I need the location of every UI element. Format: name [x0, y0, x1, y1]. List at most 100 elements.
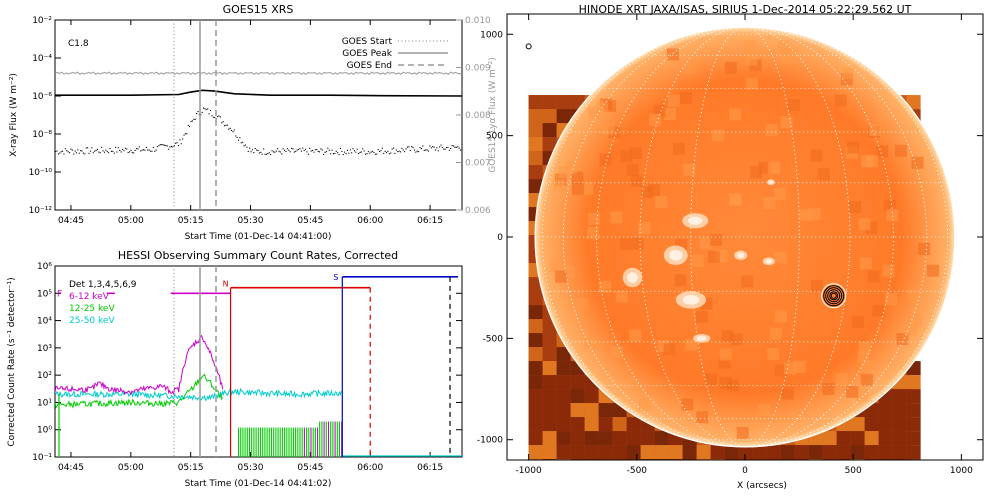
goes-short-point [341, 150, 343, 152]
goes-short-point [203, 107, 205, 109]
goes-short-point [159, 144, 161, 146]
xrt-disk-cell [780, 116, 793, 129]
hessi-y-tick-label: 10⁰ [37, 426, 52, 436]
goes-short-point [263, 148, 265, 150]
goes-short-point [110, 150, 112, 152]
goes-short-point [225, 124, 227, 126]
xrt-offlimb-cell [528, 389, 543, 404]
xrt-disk-cell [630, 174, 643, 187]
goes-short-point [337, 152, 339, 154]
goes-short-point [191, 120, 193, 122]
goes-short-point [390, 152, 392, 154]
xrt-disk-cell [719, 348, 732, 361]
xrt-disk-cell [615, 290, 628, 303]
hessi-x-tick-label: 05:00 [118, 463, 144, 473]
goes-short-point [256, 149, 258, 151]
xrt-offlimb-cell [864, 459, 879, 460]
xrt-offlimb-cell [556, 417, 571, 432]
xrt-disk-cell [683, 61, 696, 74]
goes-short-point [143, 149, 145, 151]
goes-legend: GOES Start GOES Peak GOES End [342, 37, 448, 71]
goes-short-point [317, 150, 319, 152]
xrt-disk-cell [781, 387, 794, 400]
goes-short-point [379, 150, 381, 152]
goes-short-point [279, 151, 281, 153]
goes-short-point [349, 149, 351, 151]
goes-short-point [374, 153, 376, 155]
xrt-offlimb-cell [528, 95, 543, 110]
goes-short-point [62, 150, 64, 152]
map-y-tick-label: -1000 [477, 436, 503, 446]
xrt-offlimb-cell [892, 445, 907, 460]
goes-lya-series [55, 71, 462, 76]
goes-short-point [236, 136, 238, 138]
goes-short-point [356, 148, 358, 150]
xrt-disk-cell [793, 360, 806, 373]
goes-short-point [158, 145, 160, 147]
goes-y2-tick-label: 0.009 [465, 64, 491, 74]
hessi-y-tick-label: 10¹ [37, 398, 52, 408]
goes-short-point [306, 151, 308, 153]
goes-short-point [346, 149, 348, 151]
goes-short-point [106, 151, 108, 153]
heliographic-grid [535, 26, 955, 448]
goes-short-point [342, 154, 344, 156]
xrt-offlimb-cell [570, 431, 585, 446]
goes-short-point [183, 134, 185, 136]
xrt-offlimb-cell [528, 361, 543, 376]
goes-short-point [433, 146, 435, 148]
beam-marker [525, 43, 532, 50]
goes-short-point [85, 147, 87, 149]
xrt-disk-cell [750, 166, 763, 179]
xrt-offlimb-cell [892, 459, 907, 460]
xrt-offlimb-cell [668, 459, 683, 460]
hessi-y-tick-label: 10⁵ [37, 289, 52, 299]
xrt-offlimb-cell [906, 417, 921, 432]
goes-short-point [363, 150, 365, 152]
xrt-disk-cell [808, 208, 821, 221]
xrt-offlimb-cell [878, 431, 893, 446]
xrt-disk-cell [629, 329, 642, 342]
xrt-offlimb-cell [892, 389, 907, 404]
xrt-offlimb-cell [906, 403, 921, 418]
goes-short-point [89, 150, 91, 152]
goes-short-point [309, 147, 311, 149]
hessi-y-tick-label: 10⁴ [37, 317, 52, 327]
xrt-offlimb-cell [780, 445, 795, 460]
xrt-offlimb-cell [542, 403, 557, 418]
goes-short-point [362, 148, 364, 150]
xrt-disk-cell [822, 382, 835, 395]
xrt-disk-cell [860, 374, 873, 387]
goes-short-point [360, 151, 362, 153]
xrt-offlimb-cell [528, 431, 543, 446]
xrt-offlimb-cell [584, 389, 599, 404]
goes-short-point [405, 148, 407, 150]
goes-short-point [434, 149, 436, 151]
xrt-disk-cell [599, 153, 612, 166]
xrt-disk-cell [784, 362, 796, 375]
xrt-disk-cell [581, 182, 594, 195]
xrt-disk-cell [774, 187, 787, 200]
xrt-disk-cell [851, 316, 864, 329]
hessi-contour [829, 291, 839, 301]
goes-y-tick-label: 10⁻¹² [29, 206, 53, 216]
hessi-x-tick-label: 05:45 [297, 463, 323, 473]
goes-y2-tick-label: 0.010 [465, 16, 491, 26]
xrt-disk-cell [695, 311, 708, 324]
xrt-offlimb-cell [542, 361, 557, 376]
goes-short-point [219, 116, 221, 118]
goes-short-point [224, 125, 226, 127]
goes-x-tick-label: 05:15 [178, 216, 204, 226]
goes-short-point [173, 145, 175, 147]
xrt-offlimb-cell [752, 445, 767, 460]
xrt-offlimb-cell [542, 431, 557, 446]
hessi-x-tick-label: 06:00 [357, 463, 383, 473]
goes-short-point [335, 150, 337, 152]
hessi-contour [823, 285, 845, 307]
xrt-offlimb-cell [556, 459, 571, 460]
xrt-offlimb-cell [598, 403, 613, 418]
xrt-disk-cell [610, 211, 623, 224]
xrt-offlimb-cell [710, 445, 725, 460]
xrt-disk-cell [758, 404, 771, 416]
goes-short-point [411, 146, 413, 148]
